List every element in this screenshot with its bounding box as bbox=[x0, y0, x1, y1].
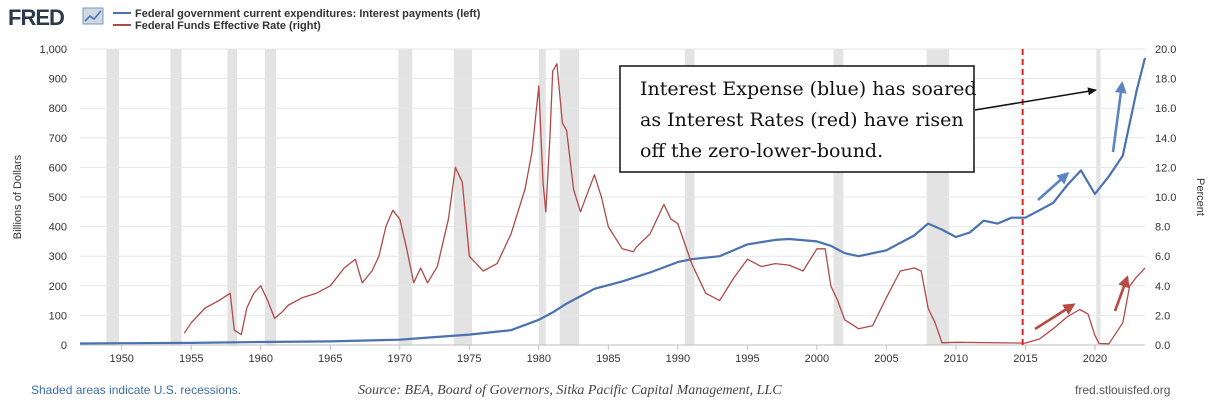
right-tick-label: 6.0 bbox=[1155, 251, 1170, 263]
right-tick-label: 0.0 bbox=[1155, 340, 1170, 352]
series-lines bbox=[79, 57, 1147, 345]
left-tick-label: 500 bbox=[49, 192, 67, 204]
right-axis: 0.0 2.0 4.0 6.0 8.0 10.0 12.0 14.0 16.0 18.0 20.0 P… bbox=[1155, 44, 1206, 352]
x-axis: 1950 1955 1960 1965 1970 1975 1980 1985 1990 1995… bbox=[80, 344, 1145, 365]
recessions-note: Shaded areas indicate U.S. recessions. bbox=[31, 383, 241, 397]
blue-arrow-1 bbox=[1037, 171, 1070, 201]
fred-graph-icon bbox=[82, 7, 104, 25]
left-tick-label: 900 bbox=[49, 74, 67, 86]
right-tick-label: 20.0 bbox=[1155, 44, 1176, 56]
x-tick-label: 2020 bbox=[1083, 353, 1107, 365]
gridlines bbox=[80, 48, 1145, 346]
x-tick-label: 2015 bbox=[1013, 353, 1037, 365]
right-tick-label: 8.0 bbox=[1155, 222, 1170, 234]
x-tick-label: 1965 bbox=[318, 353, 342, 365]
fed-funds-rate-line bbox=[183, 63, 1146, 345]
annotation-line-3: off the zero-lower-bound. bbox=[640, 140, 883, 162]
right-tick-label: 2.0 bbox=[1155, 310, 1170, 322]
annotation-line-1: Interest Expense (blue) has soared bbox=[640, 78, 977, 100]
x-tick-label: 1975 bbox=[457, 353, 481, 365]
right-tick-label: 18.0 bbox=[1155, 74, 1176, 86]
right-tick-label: 4.0 bbox=[1155, 281, 1170, 293]
left-tick-label: 800 bbox=[49, 103, 67, 115]
source-note: Source: BEA, Board of Governors, Sitka P… bbox=[358, 383, 782, 398]
right-axis-title: Percent bbox=[1194, 178, 1206, 216]
left-tick-label: 400 bbox=[49, 222, 67, 234]
left-tick-label: 200 bbox=[49, 281, 67, 293]
right-tick-label: 10.0 bbox=[1155, 192, 1176, 204]
x-tick-label: 1995 bbox=[735, 353, 759, 365]
x-tick-label: 1980 bbox=[527, 353, 551, 365]
left-tick-label: 600 bbox=[49, 162, 67, 174]
left-tick-label: 100 bbox=[49, 310, 67, 322]
right-tick-label: 14.0 bbox=[1155, 133, 1176, 145]
x-tick-label: 1970 bbox=[388, 353, 412, 365]
annotation-line-2: as Interest Rates (red) have risen bbox=[640, 109, 964, 131]
x-tick-label: 1960 bbox=[249, 353, 273, 365]
left-axis: 0 100 200 300 400 500 600 700 800 900 1,000 Billion… bbox=[12, 44, 67, 352]
x-tick-label: 1950 bbox=[109, 353, 133, 365]
left-tick-label: 700 bbox=[49, 133, 67, 145]
left-tick-label: 1,000 bbox=[39, 44, 67, 56]
fred-logo-text: FRED bbox=[8, 5, 64, 30]
interest-payments-line bbox=[79, 57, 1147, 345]
site-link[interactable]: fred.stlouisfed.org bbox=[1075, 383, 1170, 397]
x-tick-label: 1990 bbox=[666, 353, 690, 365]
legend-label-1: Federal government current expenditures:… bbox=[135, 8, 481, 20]
red-arrow-2 bbox=[1113, 275, 1130, 312]
red-arrow-1 bbox=[1034, 303, 1076, 331]
annotation-box: Interest Expense (blue) has soared as In… bbox=[619, 65, 977, 173]
x-tick-label: 2010 bbox=[944, 353, 968, 365]
right-tick-label: 16.0 bbox=[1155, 103, 1176, 115]
right-tick-label: 12.0 bbox=[1155, 162, 1176, 174]
x-tick-label: 1985 bbox=[596, 353, 620, 365]
x-tick-label: 1955 bbox=[179, 353, 203, 365]
left-tick-label: 0 bbox=[61, 340, 67, 352]
annotation-pointer-arrow bbox=[974, 87, 1097, 111]
fred-logo[interactable]: FRED bbox=[8, 5, 104, 30]
legend: Federal government current expenditures:… bbox=[113, 8, 481, 32]
left-tick-label: 300 bbox=[49, 251, 67, 263]
left-axis-title: Billions of Dollars bbox=[12, 154, 24, 239]
x-tick-label: 2000 bbox=[805, 353, 829, 365]
blue-arrow-2 bbox=[1111, 81, 1127, 153]
legend-label-2: Federal Funds Effective Rate (right) bbox=[135, 20, 321, 32]
x-tick-label: 2005 bbox=[874, 353, 898, 365]
